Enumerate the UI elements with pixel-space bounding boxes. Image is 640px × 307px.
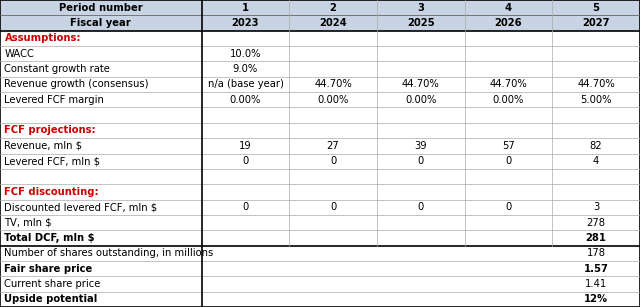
Bar <box>0 15 640 31</box>
Text: 4: 4 <box>505 3 512 13</box>
Text: Revenue, mln $: Revenue, mln $ <box>4 141 83 151</box>
Text: 57: 57 <box>502 141 515 151</box>
Text: Levered FCF margin: Levered FCF margin <box>4 95 104 105</box>
Bar <box>0 0 640 15</box>
Text: 27: 27 <box>327 141 339 151</box>
Text: 9.0%: 9.0% <box>233 64 258 74</box>
Text: 44.70%: 44.70% <box>577 80 615 89</box>
Text: 2025: 2025 <box>407 18 435 28</box>
Text: 44.70%: 44.70% <box>402 80 440 89</box>
Text: Levered FCF, mln $: Levered FCF, mln $ <box>4 156 100 166</box>
Text: 3: 3 <box>593 202 599 212</box>
Text: 2027: 2027 <box>582 18 610 28</box>
Text: 5: 5 <box>593 3 600 13</box>
Text: 39: 39 <box>415 141 427 151</box>
Text: 2026: 2026 <box>495 18 522 28</box>
Text: 1.41: 1.41 <box>585 279 607 289</box>
Text: 0: 0 <box>506 202 511 212</box>
Text: Constant growth rate: Constant growth rate <box>4 64 110 74</box>
Text: 0.00%: 0.00% <box>317 95 349 105</box>
Text: WACC: WACC <box>4 49 35 59</box>
Text: 12%: 12% <box>584 294 608 304</box>
Text: 5.00%: 5.00% <box>580 95 612 105</box>
Text: Number of shares outstanding, in millions: Number of shares outstanding, in million… <box>4 248 214 258</box>
Text: 1.57: 1.57 <box>584 264 609 274</box>
Text: Period number: Period number <box>59 3 143 13</box>
Text: Fiscal year: Fiscal year <box>70 18 131 28</box>
Text: 44.70%: 44.70% <box>490 80 527 89</box>
Text: 82: 82 <box>590 141 602 151</box>
Text: 3: 3 <box>417 3 424 13</box>
Text: Upside potential: Upside potential <box>4 294 98 304</box>
Text: 0: 0 <box>243 156 248 166</box>
Text: 0.00%: 0.00% <box>405 95 436 105</box>
Text: 0: 0 <box>506 156 511 166</box>
Text: 44.70%: 44.70% <box>314 80 352 89</box>
Text: n/a (base year): n/a (base year) <box>207 80 284 89</box>
Text: 0: 0 <box>243 202 248 212</box>
Text: 0.00%: 0.00% <box>230 95 261 105</box>
Text: 0: 0 <box>418 202 424 212</box>
Text: FCF discounting:: FCF discounting: <box>4 187 99 197</box>
Text: 2: 2 <box>330 3 337 13</box>
Text: FCF projections:: FCF projections: <box>4 126 96 135</box>
Text: 278: 278 <box>587 218 605 227</box>
Text: Discounted levered FCF, mln $: Discounted levered FCF, mln $ <box>4 202 157 212</box>
Text: 0: 0 <box>418 156 424 166</box>
Text: Current share price: Current share price <box>4 279 101 289</box>
Text: 10.0%: 10.0% <box>230 49 261 59</box>
Text: Total DCF, mln $: Total DCF, mln $ <box>4 233 95 243</box>
Text: 0: 0 <box>330 156 336 166</box>
Text: Fair share price: Fair share price <box>4 264 93 274</box>
Text: TV, mln $: TV, mln $ <box>4 218 52 227</box>
Text: 2023: 2023 <box>232 18 259 28</box>
Text: 281: 281 <box>586 233 607 243</box>
Text: 19: 19 <box>239 141 252 151</box>
Text: 178: 178 <box>587 248 605 258</box>
Text: 2024: 2024 <box>319 18 347 28</box>
Text: Revenue growth (consensus): Revenue growth (consensus) <box>4 80 149 89</box>
Text: 1: 1 <box>242 3 249 13</box>
Text: Assumptions:: Assumptions: <box>4 33 81 43</box>
Text: 4: 4 <box>593 156 599 166</box>
Text: 0.00%: 0.00% <box>493 95 524 105</box>
Text: 0: 0 <box>330 202 336 212</box>
